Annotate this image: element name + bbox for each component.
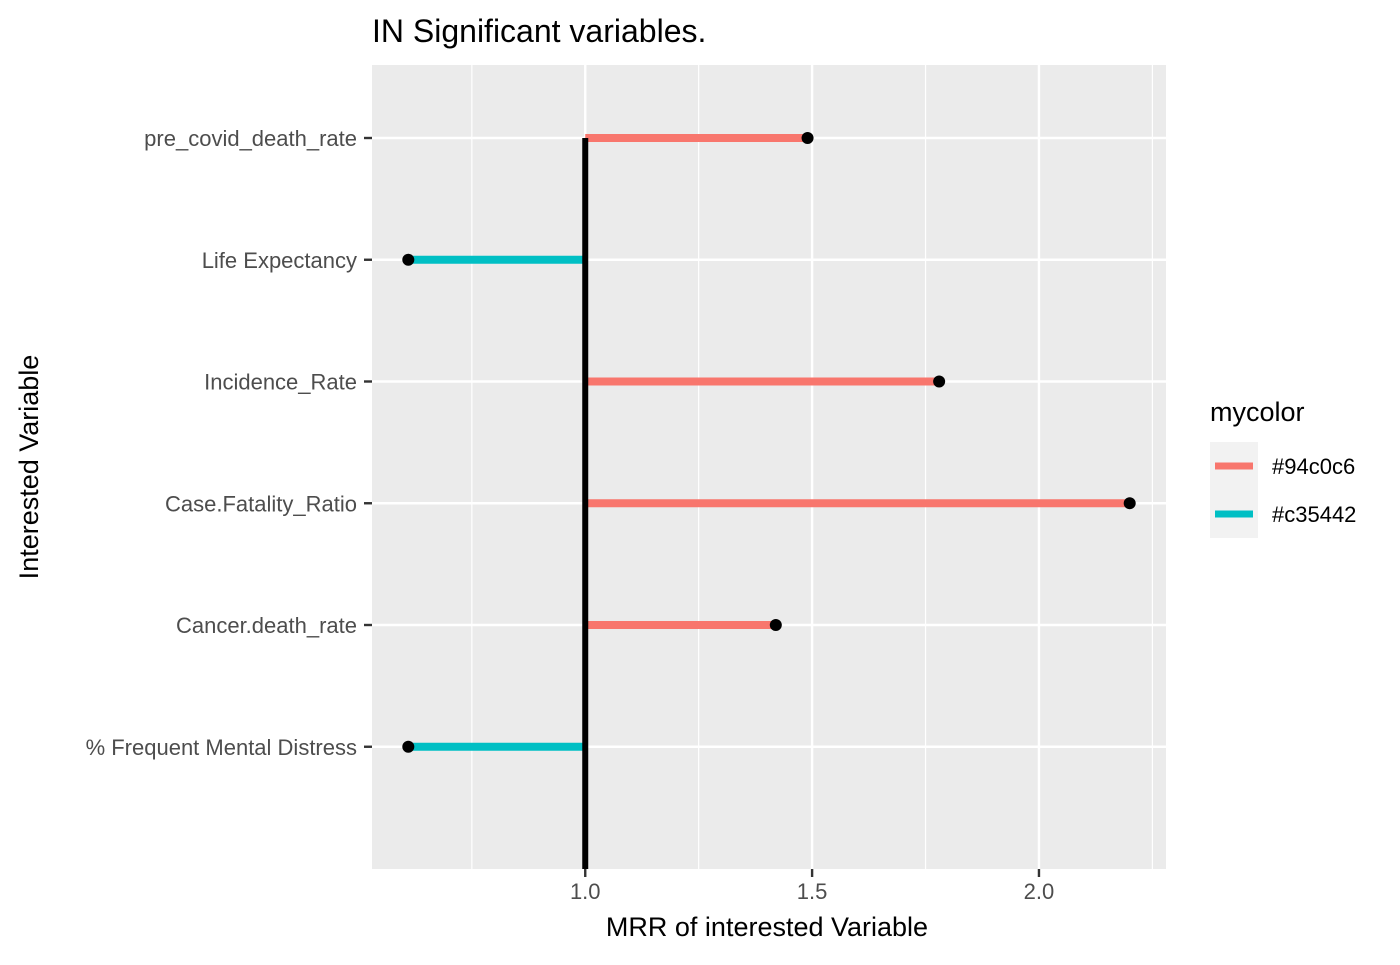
lollipop-point — [402, 253, 415, 266]
lollipop-point — [801, 132, 814, 144]
x-tick-label: 1.0 — [570, 879, 601, 904]
y-axis-title: Interested Variable — [14, 355, 44, 580]
x-tick-label: 2.0 — [1024, 879, 1055, 904]
legend-entry-label: #c35442 — [1272, 502, 1356, 527]
x-axis: 1.0 1.5 2.0 — [570, 869, 1054, 904]
x-tick-label: 1.5 — [797, 879, 828, 904]
y-tick-label: Incidence_Rate — [204, 370, 357, 395]
point-layer — [402, 132, 1136, 753]
y-tick-label: Life Expectancy — [202, 248, 357, 273]
lollipop-point — [1123, 497, 1136, 510]
bar-layer — [408, 134, 1130, 751]
legend-title: mycolor — [1210, 397, 1305, 427]
y-tick-label: Case.Fatality_Ratio — [165, 491, 357, 516]
x-axis-title: MRR of interested Variable — [606, 912, 928, 942]
legend-key-background — [1210, 442, 1258, 538]
lollipop-point — [933, 375, 946, 388]
y-axis: pre_covid_death_rate Life Expectancy Incid… — [86, 126, 372, 760]
y-tick-label: Cancer.death_rate — [176, 613, 357, 638]
lollipop-point — [769, 619, 782, 631]
legend: mycolor #94c0c6 #c35442 — [1210, 397, 1356, 538]
legend-entries: #94c0c6 #c35442 — [1210, 442, 1356, 538]
chart-title: IN Significant variables. — [372, 13, 706, 49]
y-tick-label: % Frequent Mental Distress — [86, 735, 357, 760]
y-tick-label: pre_covid_death_rate — [144, 126, 357, 151]
legend-entry-label: #94c0c6 — [1272, 454, 1355, 479]
lollipop-point — [402, 740, 415, 753]
plot-panel — [372, 65, 1166, 869]
